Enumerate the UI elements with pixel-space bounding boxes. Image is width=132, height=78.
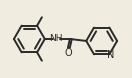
Text: N: N [107,50,114,60]
Text: NH: NH [50,34,63,44]
Text: O: O [64,48,72,57]
